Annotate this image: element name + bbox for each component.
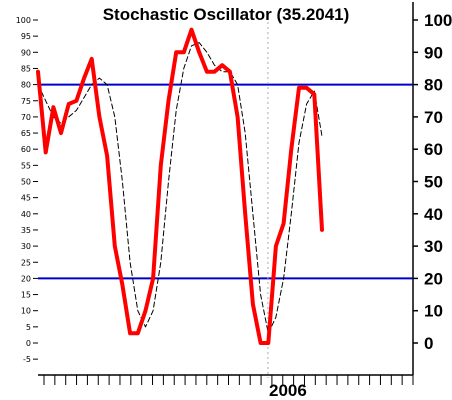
left-tick-label: 0 <box>26 339 31 348</box>
left-tick-label: 35 <box>21 226 31 235</box>
right-tick-label: 70 <box>424 108 443 127</box>
left-tick-label: 30 <box>21 242 31 251</box>
left-tick-label: 5 <box>26 323 31 332</box>
left-tick-label: 50 <box>21 178 31 187</box>
left-tick-label: 85 <box>21 64 31 73</box>
reference-lines <box>38 83 413 280</box>
series-line-d <box>37 42 323 334</box>
right-tick-label: 90 <box>424 43 443 62</box>
left-tick-label: 100 <box>16 16 31 25</box>
right-tick-label: 100 <box>424 11 452 30</box>
left-tick-label: 55 <box>21 161 31 170</box>
left-tick-label: 70 <box>21 113 31 122</box>
left-tick-label: 20 <box>21 274 31 283</box>
right-tick-label: 10 <box>424 302 443 321</box>
left-tick-label: 45 <box>21 194 31 203</box>
right-tick-label: 50 <box>424 173 443 192</box>
x-axis-year-label: 2006 <box>269 381 307 400</box>
left-tick-label: 10 <box>21 307 31 316</box>
left-tick-label: 60 <box>21 145 31 154</box>
x-axis <box>38 374 414 385</box>
left-tick-label: 80 <box>21 81 31 90</box>
left-tick-label: 90 <box>21 48 31 57</box>
series-line-k <box>36 27 324 345</box>
left-tick-label: 75 <box>21 97 31 106</box>
right-tick-label: 0 <box>424 334 433 353</box>
left-tick-label: 40 <box>21 210 31 219</box>
series-lines <box>36 27 324 345</box>
right-tick-label: 20 <box>424 269 443 288</box>
right-tick-label: 80 <box>424 76 443 95</box>
left-tick-label: 15 <box>21 291 31 300</box>
right-tick-label: 30 <box>424 237 443 256</box>
right-tick-label: 40 <box>424 205 443 224</box>
left-y-axis: 1009590858075706560555045403530252015105… <box>16 16 38 364</box>
left-tick-label: -5 <box>23 355 31 364</box>
chart-title: Stochastic Oscillator (35.2041) <box>103 5 350 24</box>
left-tick-label: 95 <box>21 32 31 41</box>
left-tick-label: 65 <box>21 129 31 138</box>
left-tick-label: 25 <box>21 258 31 267</box>
right-tick-label: 60 <box>424 140 443 159</box>
